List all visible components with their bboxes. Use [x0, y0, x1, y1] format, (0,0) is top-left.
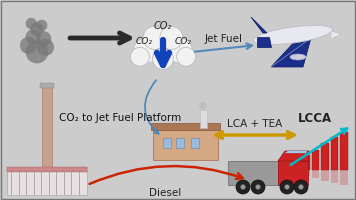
Polygon shape: [271, 38, 311, 67]
FancyBboxPatch shape: [330, 137, 338, 170]
Circle shape: [130, 47, 150, 66]
Circle shape: [134, 38, 159, 63]
Circle shape: [284, 184, 289, 190]
Circle shape: [30, 23, 44, 36]
FancyBboxPatch shape: [293, 170, 300, 174]
FancyBboxPatch shape: [42, 87, 52, 167]
Circle shape: [36, 31, 51, 46]
Circle shape: [177, 47, 195, 66]
Text: CO₂: CO₂: [174, 38, 192, 46]
FancyBboxPatch shape: [200, 110, 207, 128]
Circle shape: [20, 37, 37, 54]
Circle shape: [146, 27, 180, 61]
FancyBboxPatch shape: [330, 170, 338, 183]
Circle shape: [36, 20, 47, 31]
FancyBboxPatch shape: [7, 167, 87, 172]
FancyBboxPatch shape: [340, 132, 347, 170]
Polygon shape: [285, 151, 307, 153]
Circle shape: [26, 41, 48, 63]
Polygon shape: [278, 151, 309, 161]
Circle shape: [199, 102, 207, 110]
FancyBboxPatch shape: [40, 83, 54, 88]
Circle shape: [26, 18, 37, 29]
Circle shape: [236, 180, 250, 194]
Text: LCA + TEA: LCA + TEA: [227, 119, 283, 129]
Polygon shape: [251, 17, 267, 33]
Text: Diesel: Diesel: [149, 188, 181, 198]
Circle shape: [251, 180, 265, 194]
Circle shape: [160, 26, 183, 49]
Ellipse shape: [253, 25, 333, 45]
Circle shape: [37, 39, 54, 56]
FancyBboxPatch shape: [153, 128, 218, 160]
Circle shape: [143, 26, 166, 49]
Text: CO₂: CO₂: [136, 38, 152, 46]
FancyBboxPatch shape: [163, 138, 171, 148]
FancyBboxPatch shape: [312, 150, 319, 170]
FancyBboxPatch shape: [228, 161, 278, 185]
Circle shape: [280, 180, 294, 194]
FancyBboxPatch shape: [321, 143, 329, 170]
Polygon shape: [257, 37, 271, 47]
FancyBboxPatch shape: [176, 138, 184, 148]
Circle shape: [152, 48, 173, 69]
FancyBboxPatch shape: [340, 170, 347, 185]
FancyBboxPatch shape: [312, 170, 319, 178]
Text: CO₂: CO₂: [154, 21, 172, 31]
Ellipse shape: [290, 54, 306, 60]
Circle shape: [241, 184, 246, 190]
Text: LCCA: LCCA: [298, 112, 332, 124]
FancyBboxPatch shape: [278, 161, 308, 185]
FancyBboxPatch shape: [151, 123, 220, 130]
Circle shape: [294, 180, 308, 194]
Text: Jet Fuel: Jet Fuel: [205, 34, 243, 44]
FancyBboxPatch shape: [302, 155, 309, 170]
Circle shape: [167, 38, 192, 63]
FancyBboxPatch shape: [293, 160, 300, 170]
Polygon shape: [331, 31, 341, 39]
FancyBboxPatch shape: [321, 170, 329, 181]
Circle shape: [26, 29, 41, 44]
Circle shape: [256, 184, 261, 190]
FancyBboxPatch shape: [7, 167, 87, 195]
Text: CO₂ to Jet Fuel Platform: CO₂ to Jet Fuel Platform: [59, 113, 181, 123]
FancyBboxPatch shape: [302, 170, 309, 176]
FancyBboxPatch shape: [191, 138, 199, 148]
Circle shape: [298, 184, 304, 190]
